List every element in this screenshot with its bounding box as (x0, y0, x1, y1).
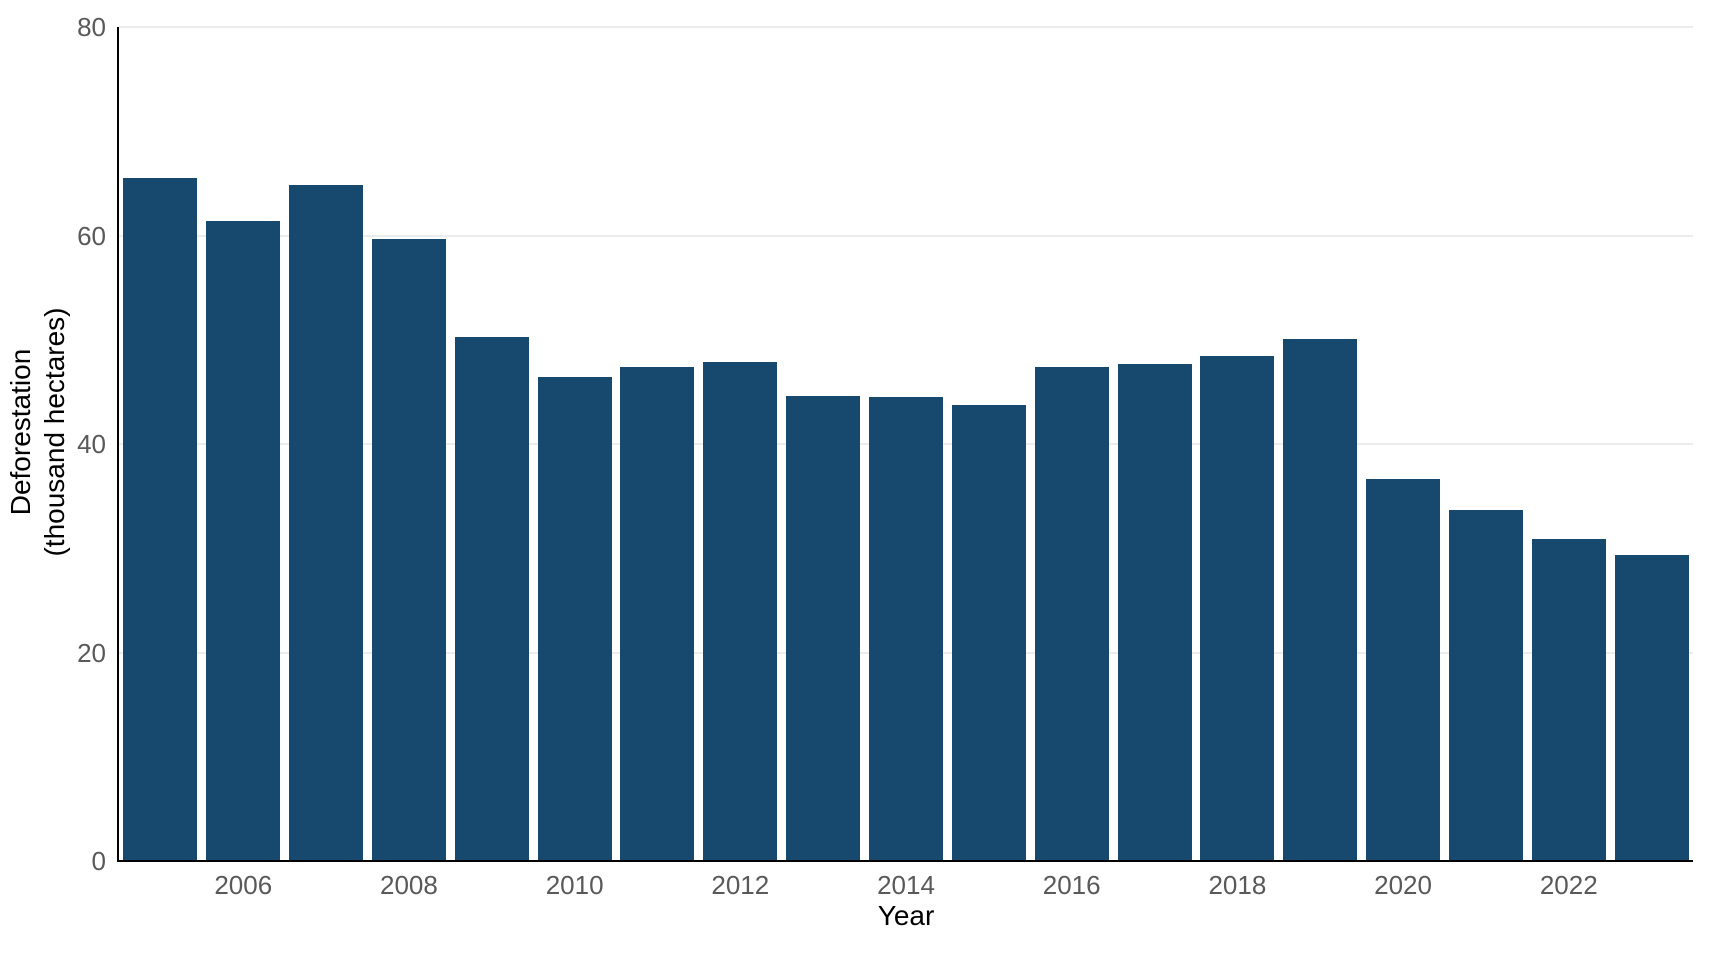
y-tick-label-40: 40 (77, 429, 106, 459)
x-tick-label-2016: 2016 (1042, 870, 1101, 900)
bar-2006 (206, 220, 281, 861)
bar-2008 (371, 238, 446, 861)
x-tick-label-2006: 2006 (214, 870, 273, 900)
bar-2012 (703, 361, 778, 861)
x-tick-label-2010: 2010 (545, 870, 604, 900)
bar-2010 (537, 377, 612, 861)
bar-2016 (1034, 366, 1109, 861)
x-axis-title: Year (877, 900, 935, 931)
bar-2013 (786, 396, 861, 861)
x-tick-label-2008: 2008 (380, 870, 438, 900)
y-tick-label-20: 20 (77, 637, 106, 668)
y-tick-label-0: 0 (91, 846, 106, 876)
plot-area (119, 26, 1693, 861)
bar-2014 (869, 397, 943, 861)
y-axis-line (117, 27, 119, 862)
x-tick-label-2014: 2014 (877, 870, 935, 900)
x-tick-label-2022: 2022 (1539, 870, 1598, 900)
bar-2021 (1448, 509, 1523, 861)
y-tick-label-60: 60 (77, 220, 106, 251)
gridline-60 (119, 234, 1693, 237)
x-tick-label-2018: 2018 (1208, 870, 1267, 900)
gridline-80 (119, 26, 1693, 28)
x-tick-label-2020: 2020 (1374, 870, 1432, 900)
x-tick-label-2012: 2012 (711, 870, 770, 900)
bar-2007 (289, 185, 364, 861)
bar-2019 (1283, 338, 1358, 861)
x-axis-line (117, 860, 1693, 862)
bar-2022 (1531, 538, 1606, 861)
bar-2011 (620, 366, 695, 861)
bar-2009 (454, 336, 529, 861)
bar-2020 (1366, 479, 1441, 861)
bar-2005 (123, 178, 198, 861)
bar-2017 (1117, 363, 1192, 861)
bar-2015 (951, 405, 1026, 861)
bar-2023 (1614, 554, 1689, 861)
bar-2018 (1200, 356, 1275, 861)
y-tick-label-80: 80 (77, 12, 106, 42)
